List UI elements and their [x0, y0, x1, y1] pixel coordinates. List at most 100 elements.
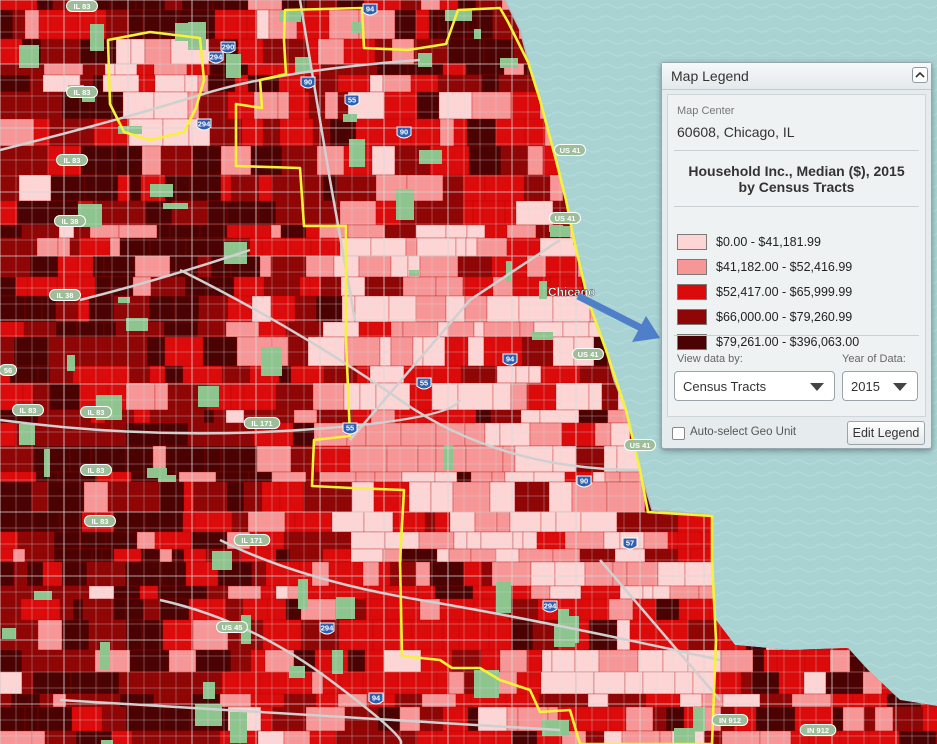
legend-swatch — [677, 334, 707, 350]
interstate-shield-icon: 294 — [196, 118, 212, 131]
svg-text:290: 290 — [222, 43, 235, 52]
svg-text:IL 38: IL 38 — [57, 291, 74, 300]
route-shield-icon: US 41 — [549, 212, 581, 224]
route-shield-icon: IL 38 — [54, 215, 86, 227]
svg-text:IN 912: IN 912 — [807, 726, 829, 735]
svg-text:294: 294 — [321, 624, 334, 633]
legend-class-label: $0.00 - $41,181.99 — [716, 235, 821, 249]
route-shield-icon: IL 83 — [12, 404, 44, 416]
route-shield-icon: IL 83 — [56, 154, 88, 166]
svg-text:94: 94 — [366, 5, 375, 14]
svg-text:55: 55 — [348, 96, 356, 105]
year-label: Year of Data: — [842, 353, 906, 365]
legend-swatch — [677, 234, 707, 250]
interstate-shield-icon: 90 — [576, 475, 592, 488]
interstate-shield-icon: 90 — [396, 126, 412, 139]
svg-text:57: 57 — [626, 539, 634, 548]
svg-text:56: 56 — [4, 366, 12, 375]
legend-class-label: $52,417.00 - $65,999.99 — [716, 285, 853, 299]
dropdown-arrow-icon — [893, 383, 907, 391]
auto-select-checkbox[interactable] — [672, 427, 685, 440]
route-shield-icon: IL 83 — [66, 86, 98, 98]
svg-text:US 41: US 41 — [630, 441, 651, 450]
interstate-shield-icon: 94 — [502, 353, 518, 366]
divider — [674, 335, 919, 336]
theme-title: Household Inc., Median ($), 2015 by Cens… — [668, 163, 925, 195]
svg-text:90: 90 — [400, 128, 408, 137]
svg-text:IL 38: IL 38 — [62, 217, 79, 226]
interstate-shield-icon: 94 — [368, 692, 384, 705]
svg-text:294: 294 — [198, 120, 211, 129]
legend-swatch — [677, 259, 707, 275]
route-shield-icon: IL 171 — [233, 534, 271, 546]
route-shield-icon: IL 38 — [49, 289, 81, 301]
theme-title-line2: by Census Tracts — [738, 179, 855, 195]
edit-legend-button[interactable]: Edit Legend — [847, 421, 925, 445]
chevron-up-icon — [915, 71, 925, 78]
legend-swatch — [677, 309, 707, 325]
auto-select-label: Auto-select Geo Unit — [690, 426, 797, 438]
svg-text:US 41: US 41 — [578, 350, 599, 359]
svg-text:IL 83: IL 83 — [64, 156, 81, 165]
svg-text:90: 90 — [580, 477, 588, 486]
svg-text:294: 294 — [210, 53, 223, 62]
legend-header: Map Legend — [662, 63, 931, 90]
legend-footer: Auto-select Geo Unit Edit Legend — [662, 420, 931, 448]
svg-text:IL 171: IL 171 — [251, 419, 272, 428]
svg-text:US 41: US 41 — [555, 214, 576, 223]
svg-text:IL 83: IL 83 — [88, 408, 105, 417]
legend-title: Map Legend — [671, 68, 749, 84]
collapse-button[interactable] — [912, 67, 928, 83]
legend-class-label: $66,000.00 - $79,260.99 — [716, 310, 853, 324]
route-shield-icon: IL 171 — [243, 417, 281, 429]
route-shield-icon: IN 912 — [711, 714, 749, 726]
svg-text:IL 83: IL 83 — [88, 466, 105, 475]
geo-unit-value: Census Tracts — [683, 379, 767, 394]
route-shield-icon: US 41 — [554, 144, 586, 156]
interstate-shield-icon: 294 — [542, 600, 558, 613]
svg-text:55: 55 — [420, 379, 428, 388]
legend-swatch — [677, 284, 707, 300]
svg-text:IL 83: IL 83 — [20, 406, 37, 415]
route-shield-icon: IL 83 — [80, 464, 112, 476]
svg-text:US 41: US 41 — [560, 146, 581, 155]
route-shield-icon: IL 83 — [66, 0, 98, 12]
legend-class-label: $41,182.00 - $52,416.99 — [716, 260, 853, 274]
city-boundary — [234, 6, 718, 744]
route-shields: IL 83 IL 83 IL 83 IL 38 IL 38 IL 83 IL 83 IL 83… — [0, 0, 837, 736]
interstate-shield-icon: 55 — [344, 94, 360, 107]
route-shield-icon: US 45 — [216, 621, 248, 633]
interstate-shield-icon: 57 — [622, 537, 638, 550]
svg-text:IL 171: IL 171 — [241, 536, 262, 545]
map-center-label: Map Center — [677, 105, 735, 117]
svg-text:94: 94 — [372, 694, 381, 703]
svg-text:US 45: US 45 — [222, 623, 243, 632]
svg-text:IL 83: IL 83 — [92, 517, 109, 526]
ohare-boundary — [106, 30, 206, 142]
divider — [674, 206, 919, 207]
year-value: 2015 — [851, 379, 880, 394]
interstate-shield-icon: 90 — [300, 76, 316, 89]
interstate-shield-icon: 294 — [208, 51, 224, 64]
svg-text:IL 83: IL 83 — [74, 88, 91, 97]
theme-title-line1: Household Inc., Median ($), 2015 — [688, 163, 905, 179]
svg-text:IN 912: IN 912 — [719, 716, 741, 725]
legend-body: Map Center 60608, Chicago, IL Household … — [667, 94, 926, 417]
city-label: Chicago — [548, 285, 595, 299]
svg-text:IL 83: IL 83 — [74, 2, 91, 11]
year-select[interactable]: 2015 — [842, 371, 918, 401]
route-shield-icon: 56 — [0, 364, 18, 376]
route-shield-icon: IL 83 — [80, 406, 112, 418]
dropdown-arrow-icon — [810, 383, 824, 391]
interstate-shield-icon: 290 — [220, 41, 236, 54]
geo-unit-select[interactable]: Census Tracts — [674, 371, 835, 401]
interstate-shield-icon: 94 — [362, 3, 378, 16]
route-shield-icon: IL 83 — [84, 515, 116, 527]
svg-text:90: 90 — [304, 78, 312, 87]
route-shield-icon: US 41 — [572, 348, 604, 360]
route-shield-icon: IN 912 — [799, 724, 837, 736]
view-data-label: View data by: — [677, 353, 743, 365]
divider — [674, 150, 919, 151]
map-center-value: 60608, Chicago, IL — [677, 124, 795, 140]
pointer-arrow-icon — [576, 292, 660, 342]
